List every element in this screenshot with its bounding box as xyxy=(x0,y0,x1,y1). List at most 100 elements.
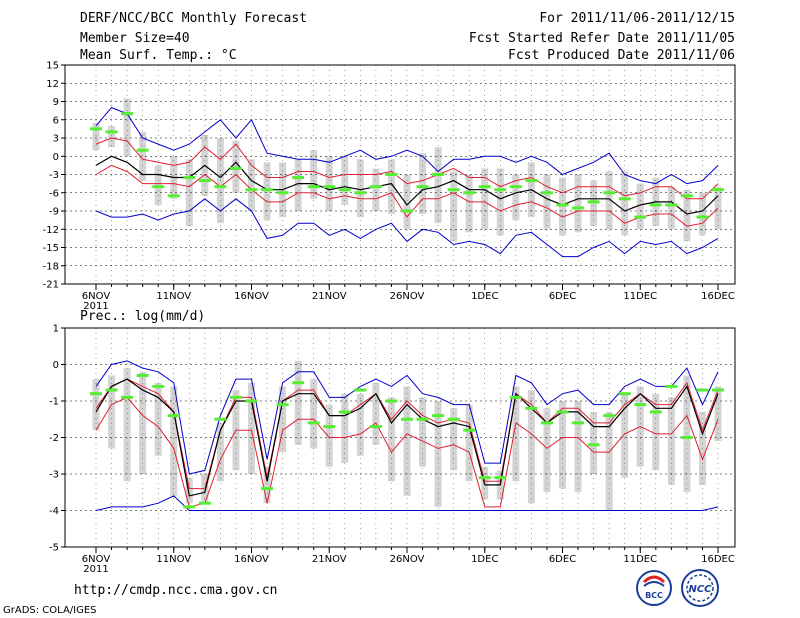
member-range-bar xyxy=(574,401,582,493)
member-range-bar xyxy=(667,186,675,230)
member-range-bar xyxy=(263,162,271,221)
member-range-bar xyxy=(636,183,644,230)
y-tick-label: 6 xyxy=(53,115,59,126)
series-line-upper xyxy=(95,137,719,200)
y-tick-label: -18 xyxy=(43,261,59,272)
x-tick-label: 16NOV xyxy=(234,291,269,302)
member-range-bar xyxy=(185,159,193,227)
figure-title: DERF/NCC/BCC Monthly Forecast xyxy=(80,11,307,26)
y-tick-label: -9 xyxy=(49,207,59,218)
x-tick-label: 1DEC xyxy=(471,554,498,565)
member-range-bar xyxy=(496,168,504,236)
ncc-logo: NCC xyxy=(681,569,719,607)
member-range-bar xyxy=(667,397,675,485)
member-range-bar xyxy=(590,180,598,227)
member-range-bar xyxy=(465,174,473,233)
bcc-logo: BCC xyxy=(636,570,672,606)
x-year-label: 2011 xyxy=(83,301,108,312)
y-tick-label: -5 xyxy=(49,543,59,554)
variable-label: Mean Surf. Temp.: °C xyxy=(80,48,237,63)
member-range-bar xyxy=(139,371,147,474)
y-tick-label: 1 xyxy=(53,324,59,335)
y-tick-label: -2 xyxy=(49,433,59,444)
member-range-bar xyxy=(387,397,395,482)
member-range-bar xyxy=(232,141,240,193)
member-range-bar xyxy=(419,153,427,215)
x-tick-label: 21NOV xyxy=(312,291,347,302)
series-line-mean xyxy=(95,155,719,215)
x-tick-label: 11NOV xyxy=(156,291,191,302)
series-line-lower xyxy=(95,164,719,227)
y-tick-label: -3 xyxy=(49,170,59,181)
x-tick-label: 11DEC xyxy=(623,554,657,565)
member-range-bar xyxy=(139,131,147,181)
precip-panel-title: Prec.: log(mm/d) xyxy=(80,309,206,324)
series-line-min xyxy=(95,198,719,258)
member-range-bar xyxy=(481,168,489,230)
y-tick-label: 3 xyxy=(53,134,59,145)
member-range-bar xyxy=(450,171,458,242)
member-range-bar xyxy=(512,174,520,221)
member-range-bar xyxy=(698,192,706,236)
series-line-max xyxy=(95,107,719,185)
x-tick-label: 21NOV xyxy=(312,554,347,565)
member-range-bar xyxy=(450,408,458,471)
forecast-start-label: Fcst Started Refer Date 2011/11/05 xyxy=(468,31,735,46)
member-range-bar xyxy=(310,150,318,199)
member-range-bar xyxy=(185,477,193,504)
y-tick-label: 0 xyxy=(53,360,59,371)
member-range-bar xyxy=(123,368,131,482)
member-range-bar xyxy=(356,393,364,456)
member-range-bar xyxy=(527,390,535,504)
x-tick-label: 6DEC xyxy=(549,554,576,565)
member-range-bar xyxy=(621,171,629,236)
member-range-bar xyxy=(263,466,271,504)
y-tick-label: -6 xyxy=(49,188,59,199)
source-url[interactable]: http://cmdp.ncc.cma.gov.cn xyxy=(74,583,278,598)
member-range-bar xyxy=(294,360,302,445)
x-tick-label: 11NOV xyxy=(156,554,191,565)
y-tick-label: -3 xyxy=(49,470,59,481)
ncc-logo-text: NCC xyxy=(688,584,712,595)
member-range-bar xyxy=(92,379,100,431)
member-range-bar xyxy=(123,98,131,157)
member-range-bar xyxy=(605,411,613,511)
member-range-bar xyxy=(714,186,722,230)
series-line-mean xyxy=(95,378,719,497)
y-tick-label: -21 xyxy=(43,280,59,291)
x-tick-label: 6NOV xyxy=(82,554,111,565)
series-line-min xyxy=(95,495,719,511)
bcc-ncc-logos: BCC NCC xyxy=(636,569,719,607)
bcc-logo-text: BCC xyxy=(645,591,663,600)
grads-credit: GrADS: COLA/IGES xyxy=(3,605,97,616)
x-tick-label: 6DEC xyxy=(549,291,576,302)
y-tick-label: -1 xyxy=(49,397,59,408)
member-range-bar xyxy=(652,393,660,471)
member-range-bar xyxy=(279,386,287,453)
member-range-bar xyxy=(559,177,566,236)
member-range-bar xyxy=(92,122,100,151)
member-range-bar xyxy=(419,397,427,467)
y-tick-label: 12 xyxy=(46,79,59,90)
x-tick-label: 16NOV xyxy=(234,554,269,565)
y-tick-label: 0 xyxy=(53,152,59,163)
member-range-bar xyxy=(559,401,566,489)
member-range-bar xyxy=(387,159,395,215)
y-tick-label: -4 xyxy=(49,506,59,517)
member-range-bar xyxy=(154,382,162,456)
member-range-bar xyxy=(170,386,178,496)
member-range-bar xyxy=(216,422,224,482)
chart-panel-1: 15 12 9 6 3 0 -3 -6 -9 -12 -15 -18 -21 6NOV 11NOV 16NOV… xyxy=(43,61,736,312)
member-range-bar xyxy=(325,404,333,467)
member-range-bar xyxy=(543,174,551,230)
forecast-produced-label: Fcst Produced Date 2011/11/06 xyxy=(508,48,735,63)
x-tick-label: 26NOV xyxy=(390,554,425,565)
member-range-bar xyxy=(356,159,364,218)
forecast-period-label: For 2011/11/06-2011/12/15 xyxy=(539,11,735,26)
member-range-bar xyxy=(403,386,411,496)
member-range-bar xyxy=(325,156,333,211)
x-tick-label: 16DEC xyxy=(701,554,735,565)
member-range-bar xyxy=(574,174,582,233)
